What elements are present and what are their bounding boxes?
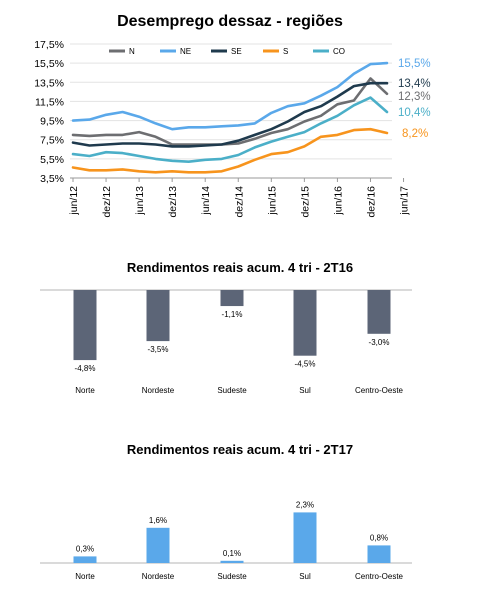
bar-sudeste xyxy=(220,560,244,563)
y-tick-label: 9,5% xyxy=(40,116,64,128)
bar-value-label: 1,6% xyxy=(149,516,167,525)
legend-label-n: N xyxy=(129,47,135,56)
y-tick-label: 13,5% xyxy=(34,77,64,89)
bar-value-label: -4,5% xyxy=(295,360,316,369)
legend-label-se: SE xyxy=(231,47,242,56)
x-tick-label: jun/16 xyxy=(332,186,344,216)
series-line-co xyxy=(71,96,389,163)
bar-sul xyxy=(293,290,317,356)
bar-centro-oeste xyxy=(367,545,391,563)
bar-value-label: -1,1% xyxy=(222,310,243,319)
bar-chart-2t17-title: Rendimentos reais acum. 4 tri - 2T17 xyxy=(127,442,353,457)
y-tick-label: 17,5% xyxy=(34,39,64,51)
bar-nordeste xyxy=(146,527,170,563)
bar-sul xyxy=(293,512,317,563)
line-chart-title: Desemprego dessaz - regiões xyxy=(117,13,343,30)
bar-value-label: 2,3% xyxy=(296,500,314,509)
category-label: Nordeste xyxy=(142,572,175,581)
bar-value-label: 0,3% xyxy=(76,544,94,553)
y-tick-label: 11,5% xyxy=(35,96,64,108)
category-label: Sul xyxy=(299,572,311,581)
end-label-n: 12,3% xyxy=(398,91,431,103)
x-tick-label: jun/13 xyxy=(134,186,146,216)
x-tick-label: jun/12 xyxy=(68,186,80,216)
end-label-ne: 15,5% xyxy=(398,58,431,70)
series-line-se xyxy=(71,81,389,148)
bar-value-label: -4,8% xyxy=(75,364,96,373)
y-tick-label: 15,5% xyxy=(34,58,64,70)
series-line-n xyxy=(71,77,389,146)
x-tick-label: dez/13 xyxy=(167,186,179,218)
category-label: Sudeste xyxy=(217,572,247,581)
bar-value-label: -3,5% xyxy=(148,345,169,354)
end-label-s: 8,2% xyxy=(402,128,428,140)
x-tick-label: dez/12 xyxy=(101,186,113,218)
legend-label-s: S xyxy=(283,47,288,56)
bar-chart-2t16-title: Rendimentos reais acum. 4 tri - 2T16 xyxy=(127,260,353,275)
end-label-se: 13,4% xyxy=(398,78,431,90)
x-tick-label: jun/17 xyxy=(399,186,411,216)
bar-norte xyxy=(73,290,97,361)
bar-value-label: 0,1% xyxy=(223,549,241,558)
category-label: Sul xyxy=(299,386,311,395)
y-tick-label: 7,5% xyxy=(40,135,64,147)
category-label: Norte xyxy=(75,386,95,395)
bar-nordeste xyxy=(146,290,170,342)
end-label-co: 10,4% xyxy=(398,107,431,119)
category-label: Centro-Oeste xyxy=(355,386,404,395)
legend-label-ne: NE xyxy=(180,47,191,56)
x-tick-label: dez/14 xyxy=(233,186,245,218)
legend-label-co: CO xyxy=(333,47,345,56)
category-label: Nordeste xyxy=(142,386,175,395)
income-2t16-bar-chart: Rendimentos reais acum. 4 tri - 2T16 -4,… xyxy=(0,250,483,410)
category-label: Sudeste xyxy=(217,386,247,395)
bar-sudeste xyxy=(220,290,244,307)
bar-norte xyxy=(73,556,97,563)
y-tick-label: 5,5% xyxy=(40,154,64,166)
x-tick-label: dez/15 xyxy=(299,186,311,218)
x-tick-label: dez/16 xyxy=(365,186,377,218)
series-line-ne xyxy=(71,61,389,131)
category-label: Norte xyxy=(75,572,95,581)
bar-centro-oeste xyxy=(367,290,391,334)
series-line-s xyxy=(71,127,389,174)
bar-value-label: 0,8% xyxy=(370,533,388,542)
unemployment-line-chart: Desemprego dessaz - regiões N NE SE S CO 15,… xyxy=(0,0,483,240)
income-2t17-bar-chart: Rendimentos reais acum. 4 tri - 2T17 0,3… xyxy=(0,430,483,599)
category-label: Centro-Oeste xyxy=(355,572,404,581)
x-tick-label: jun/15 xyxy=(266,186,278,216)
bar-value-label: -3,0% xyxy=(369,338,390,347)
y-tick-label: 3,5% xyxy=(40,173,64,185)
x-tick-label: jun/14 xyxy=(200,186,212,216)
